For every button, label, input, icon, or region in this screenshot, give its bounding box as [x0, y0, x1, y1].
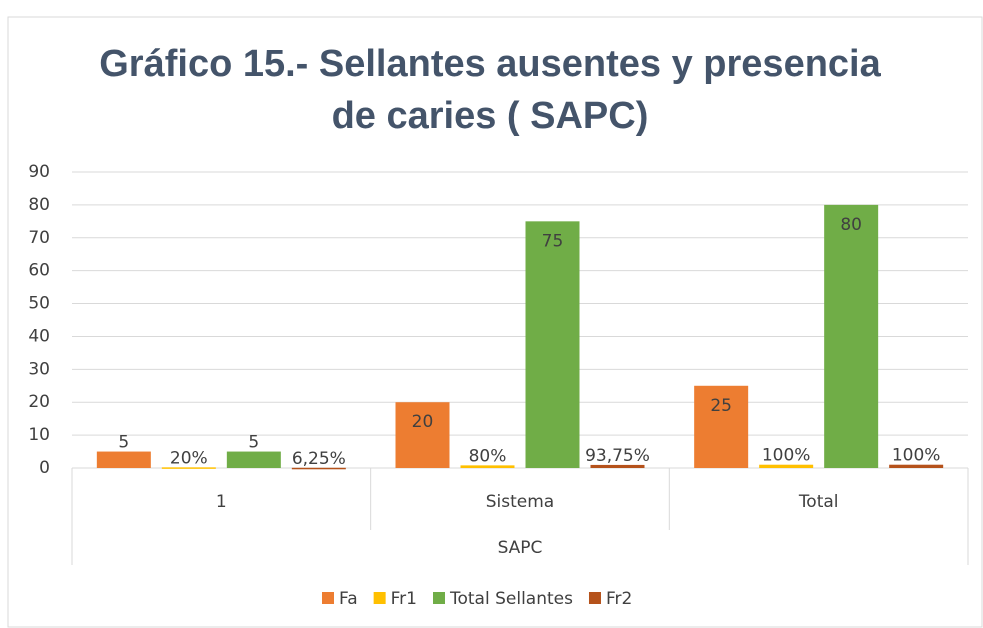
- bar: [291, 467, 346, 470]
- data-label: 5: [248, 433, 259, 453]
- bar: [759, 464, 814, 468]
- legend-swatch: [588, 592, 601, 604]
- data-label: 100%: [762, 446, 811, 466]
- y-tick-label: 70: [28, 228, 50, 248]
- bar: [889, 464, 944, 468]
- x-tick-label: Total: [798, 492, 839, 512]
- y-tick-label: 50: [28, 294, 50, 314]
- data-label: 93,75%: [585, 446, 650, 466]
- bar: [824, 204, 879, 468]
- y-tick-label: 10: [28, 425, 50, 445]
- bar: [590, 464, 645, 468]
- bar: [694, 385, 749, 468]
- y-tick-label: 0: [39, 458, 50, 478]
- chart-title: de caries ( SAPC): [332, 95, 649, 137]
- x-tick-label: Sistema: [486, 492, 554, 512]
- data-label: 6,25%: [292, 449, 346, 469]
- legend-swatch: [373, 592, 386, 604]
- bar: [96, 451, 151, 468]
- legend-swatch: [322, 592, 334, 604]
- legend-label: Fr1: [391, 589, 417, 609]
- data-label: 20%: [170, 448, 208, 468]
- data-label: 75: [542, 231, 564, 251]
- bar: [226, 451, 281, 468]
- data-label: 80: [840, 215, 862, 235]
- data-label: 80%: [469, 446, 507, 466]
- chart-title: Gráfico 15.- Sellantes ausentes y presen…: [99, 43, 881, 85]
- legend-label: Fa: [339, 589, 358, 609]
- bar: [161, 467, 216, 469]
- bar: [460, 465, 515, 468]
- bar: [395, 402, 450, 468]
- y-tick-label: 40: [28, 326, 50, 346]
- legend-label: Fr2: [606, 589, 632, 609]
- y-tick-label: 90: [28, 162, 50, 182]
- data-label: 100%: [892, 446, 941, 466]
- y-tick-label: 20: [28, 392, 50, 412]
- bar: [525, 221, 580, 468]
- y-tick-label: 60: [28, 261, 50, 281]
- y-tick-label: 30: [28, 359, 50, 379]
- chart-border: [7, 16, 983, 628]
- y-tick-label: 80: [28, 195, 50, 215]
- legend-swatch: [433, 592, 445, 604]
- data-label: 25: [710, 396, 732, 416]
- data-label: 20: [412, 412, 434, 432]
- x-tick-label: 1: [216, 492, 227, 512]
- x-axis-title: SAPC: [498, 538, 543, 558]
- data-label: 5: [118, 433, 129, 453]
- legend-label: Total Sellantes: [449, 589, 573, 609]
